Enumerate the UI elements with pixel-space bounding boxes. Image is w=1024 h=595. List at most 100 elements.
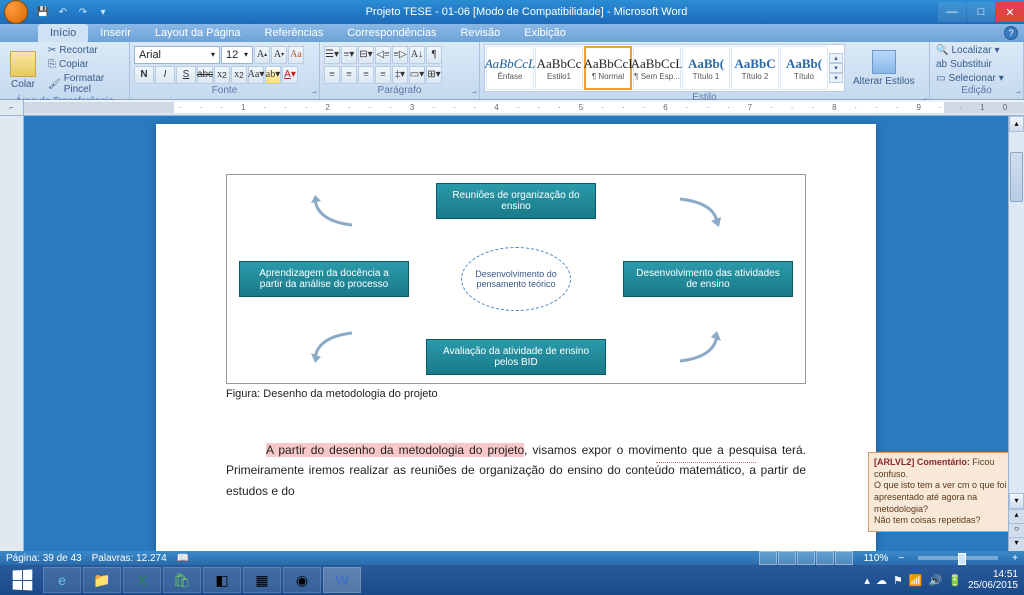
task-chrome[interactable]: ◉ [283, 567, 321, 593]
line-spacing-button[interactable]: ‡▾ [392, 66, 408, 84]
task-app1[interactable]: ◧ [203, 567, 241, 593]
style-estilo1[interactable]: AaBbCcEstilo1 [535, 46, 583, 90]
diagram-node-top: Reuniões de organização do ensino [436, 183, 596, 219]
style-semesp[interactable]: AaBbCcL¶ Sem Esp... [633, 46, 681, 90]
scroll-up-button[interactable]: ▴ [1009, 116, 1024, 132]
tab-layout[interactable]: Layout da Página [143, 24, 253, 42]
scroll-thumb[interactable] [1010, 152, 1023, 202]
font-group-label: Fonte [134, 85, 315, 97]
styles-scroll[interactable]: ▴▾▾ [829, 53, 843, 83]
multilevel-button[interactable]: ⊟▾ [358, 46, 374, 64]
numbering-button[interactable]: ≡▾ [341, 46, 357, 64]
tab-exibicao[interactable]: Exibição [512, 24, 578, 42]
font-size-select[interactable]: 12 ▾ [221, 46, 253, 64]
task-ie[interactable]: e [43, 567, 81, 593]
clear-format-button[interactable]: Aa [288, 46, 304, 64]
align-center-button[interactable]: ≡ [341, 66, 357, 84]
style-enfase[interactable]: AaBbCcLÊnfase [486, 46, 534, 90]
arrow-br [675, 329, 725, 365]
subscript-button[interactable]: x2 [214, 66, 230, 84]
outdent-button[interactable]: ◁≡ [375, 46, 391, 64]
vertical-scrollbar[interactable]: ▴ ▾ ▴ ○ ▾ [1008, 116, 1024, 551]
font-name-select[interactable]: Arial ▾ [134, 46, 220, 64]
style-titulo2[interactable]: AaBbCTítulo 2 [731, 46, 779, 90]
browse-object-button[interactable]: ○ [1009, 523, 1024, 537]
format-painter-button[interactable]: 🖌Formatar Pincel [46, 72, 125, 96]
print-layout-view[interactable] [759, 551, 777, 565]
redo-icon[interactable]: ↷ [74, 3, 92, 21]
task-word[interactable]: W [323, 567, 361, 593]
sort-button[interactable]: A↓ [409, 46, 425, 64]
strike-button[interactable]: abc [197, 66, 213, 84]
tab-revisao[interactable]: Revisão [448, 24, 512, 42]
qat-more-icon[interactable]: ▾ [94, 3, 112, 21]
ruler-toggle[interactable]: ⌐ [0, 100, 24, 115]
web-view[interactable] [797, 551, 815, 565]
prev-page-button[interactable]: ▴ [1009, 509, 1024, 523]
tab-correspondencias[interactable]: Correspondências [335, 24, 448, 42]
fullscreen-view[interactable] [778, 551, 796, 565]
change-case-button[interactable]: Aa▾ [248, 66, 264, 84]
borders-button[interactable]: ⊞▾ [426, 66, 442, 84]
task-app2[interactable]: ▦ [243, 567, 281, 593]
minimize-button[interactable]: — [938, 2, 966, 22]
scroll-down-button[interactable]: ▾ [1009, 493, 1024, 509]
zoom-slider[interactable] [918, 556, 998, 560]
copy-button[interactable]: ⎘Copiar [46, 58, 125, 71]
document-area: ⌐ ···1···2···3···4···5···6···7···8···9··… [0, 100, 1024, 551]
style-titulo[interactable]: AaBb(Título [780, 46, 828, 90]
undo-icon[interactable]: ↶ [54, 3, 72, 21]
page-viewport[interactable]: Reuniões de organização do ensino Aprend… [24, 116, 1008, 551]
style-titulo1[interactable]: AaBb(Título 1 [682, 46, 730, 90]
task-excel[interactable]: X [123, 567, 161, 593]
tab-inserir[interactable]: Inserir [88, 24, 143, 42]
highlight-button[interactable]: ab▾ [265, 66, 281, 84]
cut-button[interactable]: ✂Recortar [46, 44, 125, 57]
help-icon[interactable]: ? [1004, 26, 1018, 40]
page-status[interactable]: Página: 39 de 43 [6, 553, 82, 564]
start-button[interactable] [2, 565, 42, 595]
zoom-in-button[interactable]: + [1012, 553, 1018, 564]
horizontal-ruler[interactable]: ⌐ ···1···2···3···4···5···6···7···8···9··… [0, 100, 1024, 116]
spellcheck-icon[interactable]: 📖 [177, 553, 189, 564]
underline-button[interactable]: S [176, 66, 196, 84]
align-left-button[interactable]: ≡ [324, 66, 340, 84]
replace-button[interactable]: abSubstituir [934, 58, 1006, 71]
office-button[interactable] [4, 0, 28, 24]
zoom-percent[interactable]: 110% [863, 553, 888, 564]
shrink-font-button[interactable]: A▾ [271, 46, 287, 64]
save-icon[interactable]: 💾 [34, 3, 52, 21]
justify-button[interactable]: ≡ [375, 66, 391, 84]
shading-button[interactable]: ▭▾ [409, 66, 425, 84]
outline-view[interactable] [816, 551, 834, 565]
task-explorer[interactable]: 📁 [83, 567, 121, 593]
indent-button[interactable]: ≡▷ [392, 46, 408, 64]
zoom-out-button[interactable]: − [898, 553, 904, 564]
vertical-ruler[interactable] [0, 116, 24, 551]
grow-font-button[interactable]: A▴ [254, 46, 270, 64]
tray-clock[interactable]: 14:51 25/06/2015 [968, 569, 1018, 591]
paste-button[interactable]: Colar [4, 49, 42, 92]
font-color-button[interactable]: A▾ [282, 66, 298, 84]
tab-referencias[interactable]: Referências [253, 24, 336, 42]
style-normal[interactable]: AaBbCcI¶ Normal [584, 46, 632, 90]
word-count[interactable]: Palavras: 12.274 [92, 553, 167, 564]
bullets-button[interactable]: ☰▾ [324, 46, 340, 64]
close-button[interactable]: ✕ [996, 2, 1024, 22]
find-button[interactable]: 🔍Localizar ▾ [934, 44, 1006, 57]
select-button[interactable]: ▭Selecionar ▾ [934, 72, 1006, 85]
align-right-button[interactable]: ≡ [358, 66, 374, 84]
maximize-button[interactable]: □ [967, 2, 995, 22]
taskbar: e 📁 X 🛍 ◧ ▦ ◉ W ▴ ☁ ⚑ 📶 🔊 🔋 14:51 25/06/… [0, 565, 1024, 595]
task-store[interactable]: 🛍 [163, 567, 201, 593]
change-styles-button[interactable]: Alterar Estilos [849, 48, 919, 89]
next-page-button[interactable]: ▾ [1009, 537, 1024, 551]
tab-inicio[interactable]: Início [38, 24, 88, 42]
italic-button[interactable]: I [155, 66, 175, 84]
comment-balloon[interactable]: [ARLVL2] Comentário: Ficou confuso. O qu… [868, 452, 1008, 532]
superscript-button[interactable]: x2 [231, 66, 247, 84]
bold-button[interactable]: N [134, 66, 154, 84]
styles-gallery[interactable]: AaBbCcLÊnfase AaBbCcEstilo1 AaBbCcI¶ Nor… [484, 44, 845, 92]
draft-view[interactable] [835, 551, 853, 565]
show-marks-button[interactable]: ¶ [426, 46, 442, 64]
